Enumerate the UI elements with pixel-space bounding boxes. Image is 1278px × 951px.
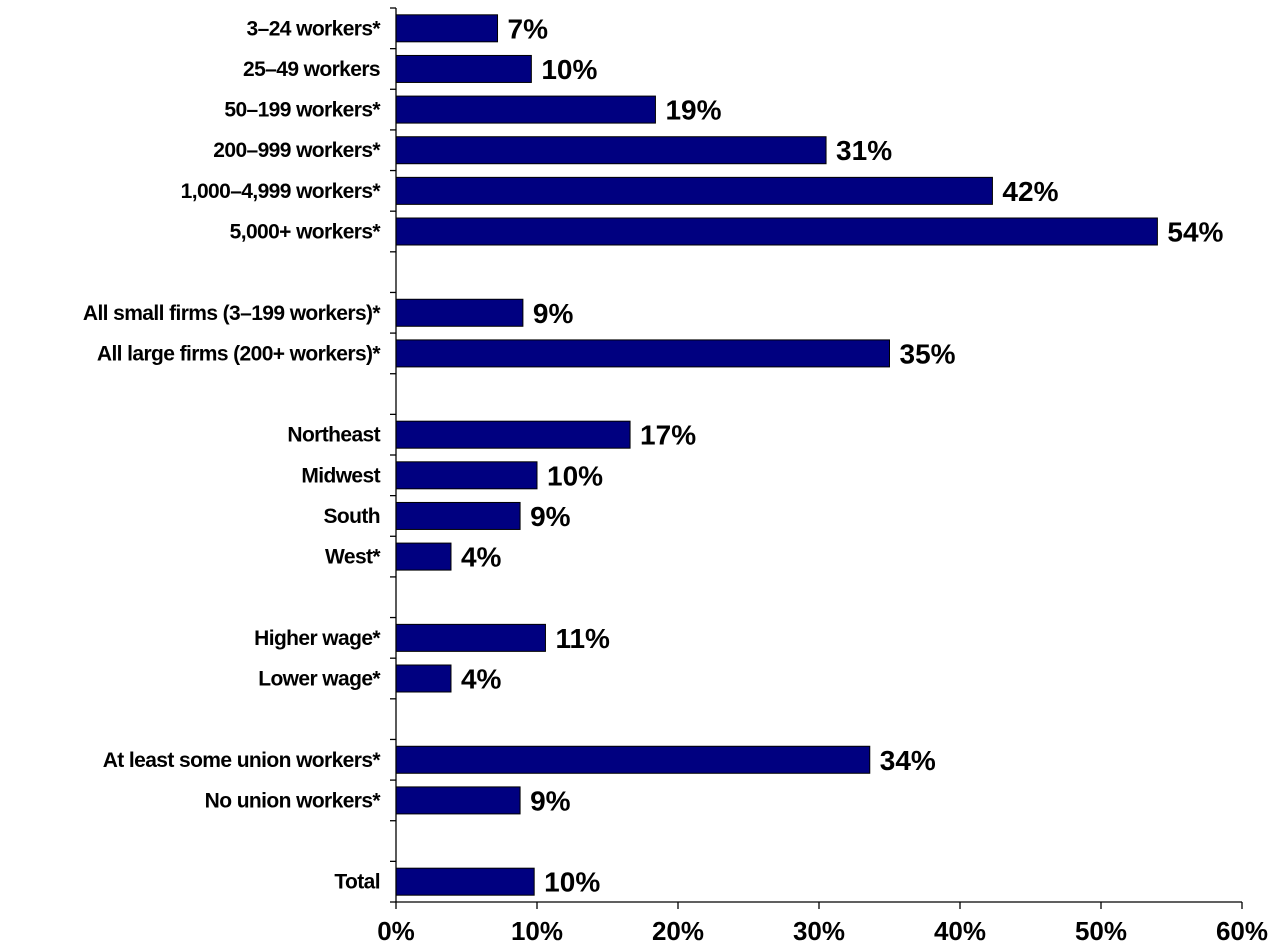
data-label: 9% (530, 501, 571, 532)
bar (395, 217, 1158, 246)
category-label: 5,000+ workers* (230, 221, 382, 244)
category-label: All large firms (200+ workers)* (97, 342, 382, 365)
category-label: South (324, 505, 380, 528)
category-label: No union workers* (205, 789, 382, 812)
data-label: 11% (555, 623, 610, 654)
data-label: 4% (461, 542, 502, 573)
data-label: 9% (533, 298, 574, 329)
bar (395, 542, 452, 571)
x-tick-label: 50% (1075, 916, 1127, 946)
category-label: 25–49 workers (243, 58, 380, 81)
bar (395, 745, 871, 774)
data-label: 34% (880, 745, 936, 776)
data-label: 35% (900, 338, 956, 369)
category-label: West* (325, 546, 381, 569)
category-label: Midwest (301, 464, 380, 487)
category-label: 50–199 workers* (224, 99, 381, 122)
data-label: 42% (1002, 176, 1058, 207)
x-tick-label: 60% (1216, 916, 1268, 946)
data-label: 10% (541, 54, 597, 85)
bar (395, 95, 656, 124)
bar (395, 136, 827, 165)
bar (395, 664, 452, 693)
bar (395, 786, 521, 815)
bar (395, 14, 499, 43)
bar (395, 298, 524, 327)
axis-layer: 0% 10% 20% 30% 40% 50% 60% (377, 7, 1268, 946)
data-label: 7% (508, 13, 549, 44)
data-label: 17% (640, 420, 696, 451)
data-label: 19% (665, 95, 721, 126)
category-label: 200–999 workers* (213, 139, 381, 162)
bar (395, 339, 890, 368)
bar (395, 176, 993, 205)
data-label: 54% (1167, 217, 1223, 248)
category-label: All small firms (3–199 workers)* (83, 302, 382, 325)
data-label: 10% (547, 460, 603, 491)
category-label: 3–24 workers* (247, 17, 382, 40)
x-tick-label: 0% (377, 916, 415, 946)
bar (395, 867, 535, 896)
x-tick-label: 20% (652, 916, 704, 946)
bar (395, 623, 546, 652)
category-label: Lower wage* (258, 668, 381, 691)
category-label: Higher wage* (254, 627, 381, 650)
category-label: 1,000–4,999 workers* (181, 180, 382, 203)
category-label: Northeast (287, 424, 380, 447)
x-tick-label: 40% (934, 916, 986, 946)
category-label: At least some union workers* (103, 749, 382, 772)
labels-layer: 3–24 workers* 7% 25–49 workers 10% 50–199 wo… (83, 13, 1224, 897)
bar (395, 501, 521, 530)
x-tick-label: 10% (511, 916, 563, 946)
data-label: 10% (544, 867, 600, 898)
bars-layer (395, 14, 1158, 896)
category-label: Total (334, 871, 380, 894)
data-label: 31% (836, 135, 892, 166)
bar (395, 461, 538, 490)
data-label: 9% (530, 785, 571, 816)
data-label: 4% (461, 664, 502, 695)
x-tick-label: 30% (793, 916, 845, 946)
bar (395, 420, 631, 449)
bar (395, 54, 532, 83)
